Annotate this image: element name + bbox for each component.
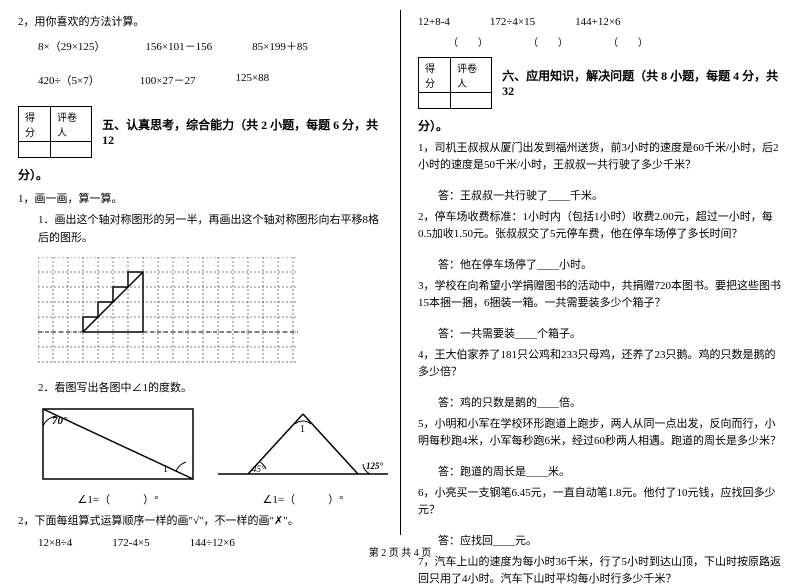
q2-row1: 8×（29×125） 156×101－156 85×199＋85	[38, 38, 382, 54]
expr: 12+8-4	[418, 16, 450, 28]
expr: 8×（29×125）	[38, 38, 105, 54]
angle-fig-2: 45° 1 125° ∠1=（ ）°	[218, 404, 388, 507]
q2-row2: 420÷（5×7） 100×27－27 125×88	[38, 72, 382, 88]
q6-2: 2，停车场收费标准：1小时内（包括1小时）收费2.00元，超过一小时，每0.5加…	[418, 209, 782, 242]
a6-3: 答：一共需要装____个箱子。	[438, 325, 782, 341]
section6-title: 六、应用知识，解决问题（共 8 小题，每题 4 分，共 32	[502, 67, 782, 99]
a6-4: 答：鸡的只数是鹅的____倍。	[438, 394, 782, 410]
grader-cell	[51, 141, 92, 157]
section5-title2: 分）。	[18, 166, 382, 183]
section5-header: 得分 评卷人 五、认真思考，综合能力（共 2 小题，每题 6 分，共 12	[18, 106, 382, 158]
angle-1b: 1	[300, 424, 305, 435]
expr: 420÷（5×7）	[38, 72, 100, 88]
score-box: 得分 评卷人	[18, 106, 92, 158]
angle-45: 45°	[252, 464, 265, 474]
page-footer: 第 2 页 共 4 页	[0, 544, 800, 559]
score-label: 得分	[419, 58, 451, 93]
paren: （ ）	[608, 34, 648, 49]
section6-header: 得分 评卷人 六、应用知识，解决问题（共 8 小题，每题 4 分，共 32	[418, 57, 782, 109]
a6-5: 答：跑道的周长是____米。	[438, 463, 782, 479]
q5-1: 1，画一画，算一算。	[18, 191, 382, 209]
grader-label: 评卷人	[51, 106, 92, 141]
q6-5: 5，小明和小军在学校环形跑道上跑步，两人从同一点出发，反向而行，小明每秒跑4米，…	[418, 416, 782, 449]
top-expr-row: 12+8-4 172÷4×15 144+12×6	[418, 16, 782, 28]
angle-1: 1	[163, 464, 168, 475]
q6-1: 1，司机王叔叔从厦门出发到福州送货，前3小时的速度是60千米/小时，后2小时的速…	[418, 140, 782, 173]
paren-row: （ ） （ ） （ ）	[448, 34, 782, 49]
score-label: 得分	[19, 106, 51, 141]
section5-title: 五、认真思考，综合能力（共 2 小题，每题 6 分，共 12	[102, 116, 382, 148]
right-column: 12+8-4 172÷4×15 144+12×6 （ ） （ ） （ ） 得分 …	[400, 0, 800, 565]
q5-2: 2，下面每组算式运算顺序一样的画"√"，不一样的画"✗"。	[18, 513, 382, 531]
paren: （ ）	[448, 34, 488, 49]
expr: 172÷4×15	[490, 16, 535, 28]
score-cell	[19, 141, 51, 157]
angle-fig-1: 70° 1 ∠1=（ ）°	[38, 404, 198, 507]
expr: 144+12×6	[575, 16, 620, 28]
paren: （ ）	[528, 34, 568, 49]
grader-label: 评卷人	[451, 58, 492, 93]
angle-caption-1: ∠1=（ ）°	[38, 491, 198, 507]
score-box-r: 得分 评卷人	[418, 57, 492, 109]
angle-figures: 70° 1 ∠1=（ ）° 45° 1 125°	[38, 404, 382, 507]
grid-figure	[38, 257, 298, 367]
expr: 156×101－156	[145, 38, 212, 54]
grader-cell	[451, 93, 492, 109]
expr: 100×27－27	[140, 72, 196, 88]
q6-6: 6，小亮买一支钢笔6.45元，一直自动笔1.8元。他付了10元钱，应找回多少元？	[418, 485, 782, 518]
q5-1-sub: 1．画出这个轴对称图形的另一半，再画出这个轴对称图形向右平移8格后的图形。	[18, 212, 382, 247]
expr: 85×199＋85	[252, 38, 308, 54]
q2-title: 2，用你喜欢的方法计算。	[18, 14, 382, 32]
angle-70: 70°	[52, 415, 68, 427]
score-cell	[419, 93, 451, 109]
expr: 125×88	[235, 72, 269, 88]
left-column: 2，用你喜欢的方法计算。 8×（29×125） 156×101－156 85×1…	[0, 0, 400, 565]
angle-125: 125°	[366, 461, 384, 471]
q6-3: 3，学校在向希望小学捐赠图书的活动中，共捐赠720本图书。要把这些图书15本捆一…	[418, 278, 782, 311]
q6-4: 4，王大伯家养了181只公鸡和233只母鸡，还养了23只鹅。鸡的只数是鹅的多少倍…	[418, 347, 782, 380]
angle-caption-2: ∠1=（ ）°	[218, 491, 388, 507]
a6-2: 答：他在停车场停了____小时。	[438, 256, 782, 272]
a6-1: 答：王叔叔一共行驶了____千米。	[438, 187, 782, 203]
section6-title2: 分）。	[418, 117, 782, 134]
q5-1-sub2: 2．看图写出各图中∠1的度数。	[18, 380, 382, 398]
